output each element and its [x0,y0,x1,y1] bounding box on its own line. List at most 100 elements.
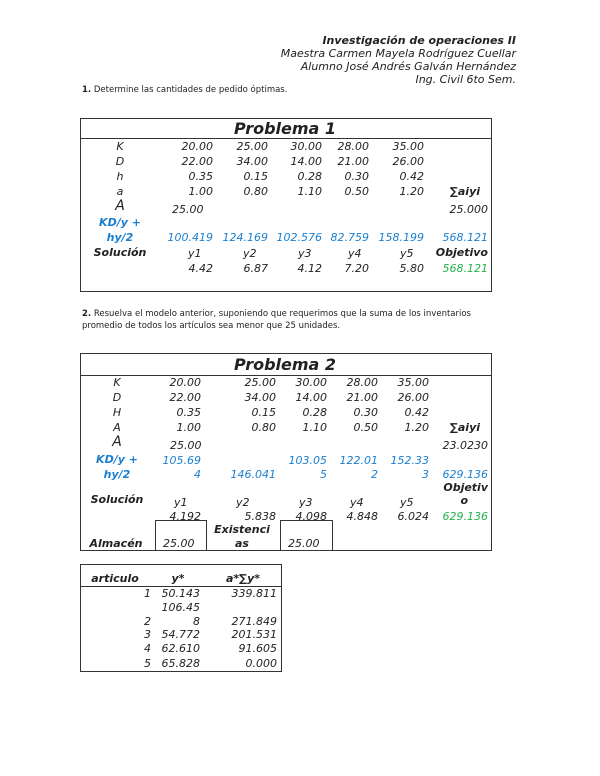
problem1-A-sum-cell: 25.000 [449,203,489,216]
problem1-h-values-4-cell: 0.42 [399,170,425,183]
divider [80,138,491,139]
problem1-h-values-1-cell: 0.15 [243,170,269,183]
problem2-a-values-0-cell: 1.00 [176,421,202,434]
problem1-title: Problema 1 [233,119,337,138]
problem1-cost-values-0-cell: 100.419 [167,231,214,244]
problem1-K-label-cell: K [116,140,124,153]
problem2-K-label-cell: K [113,376,121,389]
problem2-D-values-1-cell: 34.00 [244,391,277,404]
problem1-solution-values-3-cell: 7.20 [344,262,370,275]
problem1-cost-values-3-cell: 82.759 [330,231,370,244]
problem2-H-values-4-cell: 0.42 [404,406,430,419]
problem1-solution-label-cell: Solución [93,246,147,259]
problem2-storage-label-cell: Almacén [89,537,143,550]
problem2-solution-label-cell: Solución [90,493,144,506]
problem2-solution-vars-0-cell: y1 [174,496,188,509]
problem1-cost-values-4-cell: 158.199 [378,231,425,244]
header-teacher: Maestra Carmen Mayela Rodríguez Cuellar [280,47,516,60]
problem2-storage-value-cell: 25.00 [163,537,195,550]
problem1-a-values-2-cell: 1.10 [297,185,323,198]
problem1-D-values-1-cell: 34.00 [236,155,269,168]
articles-table [80,564,282,672]
problem2-title: Problema 2 [233,355,337,374]
problem1-h-values-2-cell: 0.28 [297,170,323,183]
table3-rows-1-y1-cell: 106.45 [161,601,201,614]
problem2-storage-stock_label1-cell: Existenci [214,523,270,536]
problem2-H-values-0-cell: 0.35 [176,406,202,419]
problem2-solution-values-1-cell: 5.838 [244,510,277,523]
problem1-a-label-cell: a [116,185,124,198]
problem1-K-values-0-cell: 20.00 [181,140,214,153]
problem1-A-value-cell: 25.00 [172,203,204,216]
table3-rows-1-n-cell: 2 [144,615,151,628]
table3-headers-1-cell: y* [171,572,185,585]
problem1-a-sum_label-cell: ∑aiyi [449,185,481,198]
problem1-a-values-3-cell: 0.50 [344,185,370,198]
problem2-D-values-0-cell: 22.00 [169,391,202,404]
problem2-cost-line2-2-cell: 5 [320,468,327,481]
question-2: 2. Resuelva el modelo anterior, suponien… [82,308,502,332]
table3-rows-4-y1-cell: 65.828 [161,657,201,670]
problem1-cost-label2-cell: hy/2 [106,231,134,244]
problem2-solution-vars-1-cell: y2 [236,496,250,509]
problem1-a-values-0-cell: 1.00 [188,185,214,198]
problem1-solution-vars-0-cell: y1 [188,247,202,260]
table3-rows-1-v-cell: 271.849 [231,615,278,628]
problem2-a-values-4-cell: 1.20 [404,421,430,434]
problem1-D-values-0-cell: 22.00 [181,155,214,168]
table3-rows-2-v-cell: 201.531 [231,628,278,641]
problem1-solution-vars-4-cell: y5 [400,247,414,260]
problem2-solution-values-2-cell: 4.098 [295,510,328,523]
problem1-D-values-4-cell: 26.00 [392,155,425,168]
problem2-D-values-3-cell: 21.00 [346,391,379,404]
problem2-K-values-4-cell: 35.00 [397,376,430,389]
problem2-solution-vars-3-cell: y4 [350,496,364,509]
question-1: 1. Determine las cantidades de pedido óp… [82,84,502,96]
problem1-K-values-4-cell: 35.00 [392,140,425,153]
problem1-solution-vars-2-cell: y3 [298,247,312,260]
problem1-cost-values-2-cell: 102.576 [276,231,323,244]
problem2-solution-objective-cell: 629.136 [442,510,489,523]
stock-cell [280,520,333,551]
problem2-cost-total-cell: 629.136 [442,468,489,481]
problem1-solution-objective-cell: 568.121 [442,262,489,275]
problem2-a-values-1-cell: 0.80 [251,421,277,434]
problem2-cost-label2-cell: hy/2 [103,468,131,481]
problem2-cost-line2-0-cell: 4 [194,468,201,481]
problem2-H-values-2-cell: 0.28 [302,406,328,419]
table3-rows-3-y1-cell: 62.610 [161,642,201,655]
problem2-H-values-1-cell: 0.15 [251,406,277,419]
table3-rows-4-v-cell: 0.000 [245,657,278,670]
table3-rows-0-v-cell: 339.811 [231,587,278,600]
table3-rows-1-y2-cell: 8 [193,615,200,628]
question-text: Resuelva el modelo anterior, suponiendo … [82,309,471,331]
problem1-solution-vars-1-cell: y2 [243,247,257,260]
problem1-K-values-3-cell: 28.00 [337,140,370,153]
table3-rows-2-y1-cell: 54.772 [161,628,201,641]
problem2-D-values-2-cell: 14.00 [295,391,328,404]
problem1-solution-values-2-cell: 4.12 [297,262,323,275]
problem1-K-values-2-cell: 30.00 [290,140,323,153]
problem1-cost-total-cell: 568.121 [442,231,489,244]
problem1-K-values-1-cell: 25.00 [236,140,269,153]
problem1-solution-values-0-cell: 4.42 [188,262,214,275]
problem2-a-values-3-cell: 0.50 [353,421,379,434]
problem1-D-values-2-cell: 14.00 [290,155,323,168]
problem2-cost-label1-cell: KD/y + [96,453,138,466]
problem2-cost-line1-0-cell: 105.69 [162,454,202,467]
problem1-solution-values-1-cell: 6.87 [243,262,269,275]
problem2-cost-line1-2-cell: 103.05 [288,454,328,467]
problem2-cost-line2-4-cell: 3 [422,468,429,481]
problem1-a-values-4-cell: 1.20 [399,185,425,198]
problem2-A-label-cell: A [112,434,122,450]
problem2-D-label-cell: D [112,391,122,404]
problem2-a-sum_label-cell: ∑aiyi [449,421,481,434]
problem2-K-values-0-cell: 20.00 [169,376,202,389]
header-program: Ing. Civil 6to Sem. [415,73,516,86]
problem1-A-label-cell: A [115,198,125,214]
table3-rows-2-n-cell: 3 [144,628,151,641]
divider [80,586,281,587]
problem2-a-label-cell: A [113,421,121,434]
problem2-storage-stock_value-cell: 25.00 [288,537,320,550]
question-text: Determine las cantidades de pedido óptim… [93,85,288,95]
